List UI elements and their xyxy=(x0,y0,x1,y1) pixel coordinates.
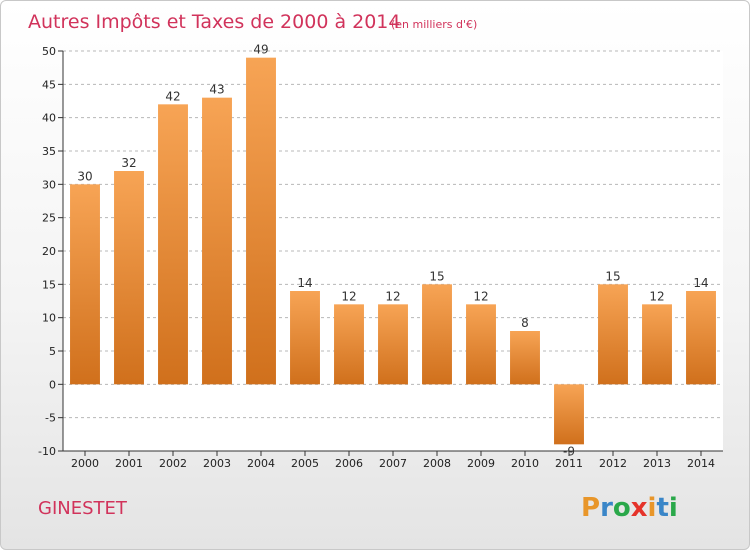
x-tick-label: 2001 xyxy=(115,457,143,470)
y-tick-label: 0 xyxy=(49,378,56,391)
x-tick-label: 2007 xyxy=(379,457,407,470)
y-tick-label: 20 xyxy=(42,245,56,258)
x-tick-label: 2003 xyxy=(203,457,231,470)
bar-2002 xyxy=(158,104,188,385)
y-tick-label: 30 xyxy=(42,178,56,191)
x-tick-label: 2002 xyxy=(159,457,187,470)
x-tick-label: 2006 xyxy=(335,457,363,470)
bar-2013 xyxy=(642,304,672,385)
x-tick-label: 2010 xyxy=(511,457,539,470)
y-tick-label: -5 xyxy=(45,412,56,425)
y-tick-label: -10 xyxy=(38,445,56,458)
y-tick-label: 50 xyxy=(42,45,56,58)
proxiti-logo: Proxiti xyxy=(581,493,678,523)
x-tick-label: 2011 xyxy=(555,457,583,470)
bar-2004 xyxy=(246,57,276,385)
y-tick-label: 40 xyxy=(42,112,56,125)
value-label-2014: 14 xyxy=(693,276,708,290)
bar-2000 xyxy=(70,184,100,385)
x-tick-label: 2008 xyxy=(423,457,451,470)
x-tick-label: 2004 xyxy=(247,457,275,470)
commune-name: GINESTET xyxy=(38,498,128,519)
x-tick-label: 2009 xyxy=(467,457,495,470)
bar-2006 xyxy=(334,304,364,385)
chart-subtitle: (en milliers d'€) xyxy=(391,18,477,31)
value-label-2003: 43 xyxy=(209,83,224,97)
x-tick-label: 2014 xyxy=(687,457,715,470)
value-label-2001: 32 xyxy=(121,156,136,170)
axes: -10 -5 0 5 10 15 20 25 30 35 40 45 50 2000 2001 2002 200… xyxy=(38,45,723,470)
value-label-2012: 15 xyxy=(605,269,620,283)
value-label-2006: 12 xyxy=(341,289,356,303)
value-label-2008: 15 xyxy=(429,269,444,283)
value-label-2005: 14 xyxy=(297,276,312,290)
x-tick-label: 2012 xyxy=(599,457,627,470)
value-label-2010: 8 xyxy=(521,316,529,330)
y-tick-label: 25 xyxy=(42,212,56,225)
y-tick-label: 15 xyxy=(42,278,56,291)
bar-2007 xyxy=(378,304,408,385)
y-tick-label: 45 xyxy=(42,78,56,91)
value-label-2009: 12 xyxy=(473,289,488,303)
value-label-2002: 42 xyxy=(165,89,180,103)
bar-2012 xyxy=(598,284,628,385)
y-tick-label: 10 xyxy=(42,312,56,325)
x-tick-label: 2005 xyxy=(291,457,319,470)
y-tick-label: 35 xyxy=(42,145,56,158)
chart-title: Autres Impôts et Taxes de 2000 à 2014 xyxy=(28,11,401,33)
bar-2009 xyxy=(466,304,496,385)
value-label-2004: 49 xyxy=(253,43,268,57)
bar-2001 xyxy=(114,171,144,385)
y-tick-label: 5 xyxy=(49,345,56,358)
bar-2010 xyxy=(510,331,540,385)
value-label-2013: 12 xyxy=(649,289,664,303)
bar-2011 xyxy=(554,384,584,445)
bar-2003 xyxy=(202,97,232,385)
value-label-2000: 30 xyxy=(77,169,92,183)
x-tick-label: 2000 xyxy=(71,457,99,470)
x-tick-label: 2013 xyxy=(643,457,671,470)
bar-2008 xyxy=(422,284,452,385)
bar-2014 xyxy=(686,291,716,385)
value-label-2007: 12 xyxy=(385,289,400,303)
bar-2005 xyxy=(290,291,320,385)
